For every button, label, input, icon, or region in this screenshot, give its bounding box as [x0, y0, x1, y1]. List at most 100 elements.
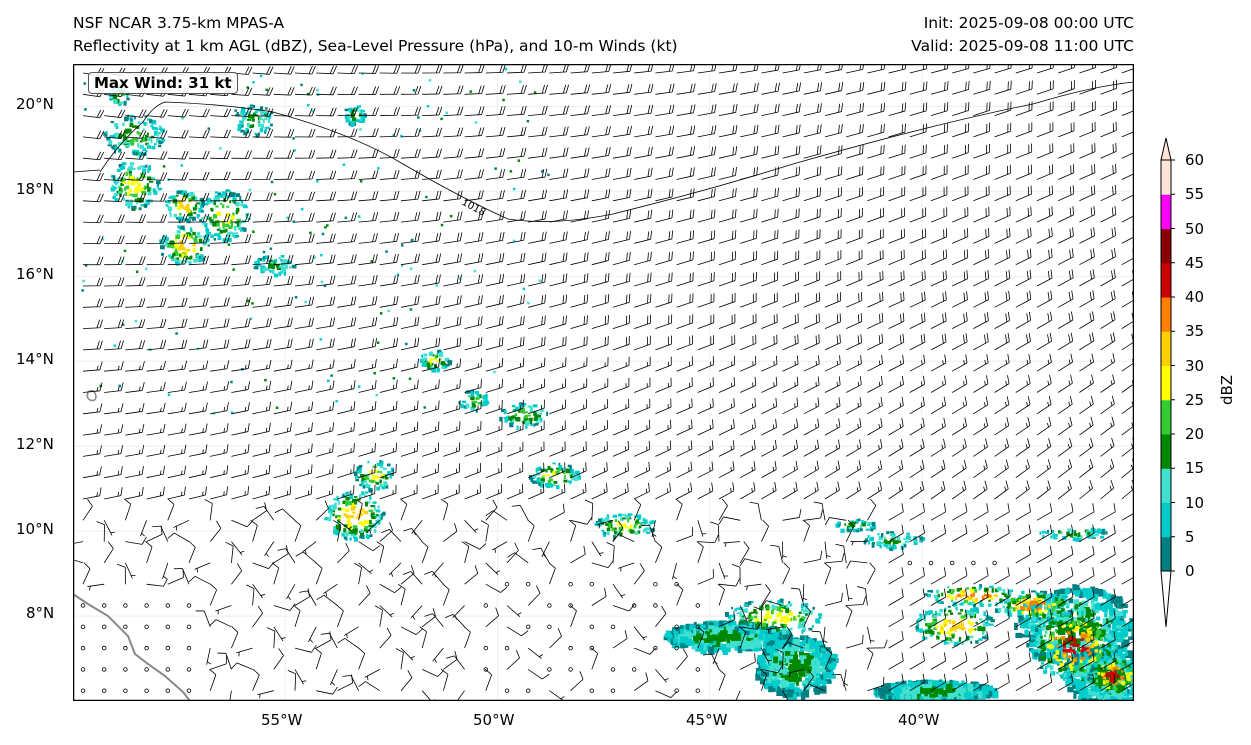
reflectivity-cell [1032, 600, 1037, 605]
wind-barb [549, 126, 569, 138]
reflectivity-cell [331, 510, 336, 513]
wind-barb [930, 102, 949, 116]
reflectivity-cell [638, 516, 641, 521]
reflectivity-cell [1116, 656, 1122, 660]
reflectivity-cell [368, 520, 372, 525]
reflectivity-cell [512, 187, 516, 191]
reflectivity-cell [914, 693, 921, 700]
reflectivity-cell [975, 609, 979, 614]
reflectivity-cell [1049, 665, 1054, 670]
wind-barb [634, 83, 654, 95]
reflectivity-cell [525, 425, 528, 429]
reflectivity-cell [767, 615, 772, 620]
reflectivity-cell [1101, 531, 1106, 535]
reflectivity-cell [700, 643, 704, 649]
reflectivity-cell [924, 593, 928, 596]
reflectivity-cell [1037, 624, 1042, 629]
reflectivity-cell [772, 644, 780, 650]
reflectivity-cell [1004, 608, 1008, 614]
reflectivity-cell [276, 267, 282, 271]
reflectivity-cell [1080, 656, 1086, 660]
reflectivity-cell [768, 665, 775, 672]
reflectivity-cell [377, 475, 380, 479]
reflectivity-cell [1119, 647, 1128, 653]
reflectivity-cell [641, 523, 646, 527]
reflectivity-cell [181, 253, 185, 259]
reflectivity-cell [1071, 645, 1077, 650]
reflectivity-cell [629, 526, 632, 530]
wind-barb [125, 130, 147, 139]
reflectivity-cell [969, 635, 974, 639]
wind-barb [634, 125, 654, 138]
reflectivity-cell [475, 408, 478, 413]
reflectivity-cell [1072, 584, 1077, 590]
reflectivity-cell [533, 417, 538, 421]
reflectivity-cell [804, 603, 809, 608]
reflectivity-cell [252, 105, 256, 108]
wind-barb [82, 172, 104, 182]
wind-barb [1015, 185, 1032, 202]
reflectivity-cell [1103, 692, 1110, 700]
reflectivity-cell [158, 125, 162, 128]
wind-barb [591, 231, 610, 244]
reflectivity-cell [118, 384, 121, 388]
reflectivity-cell [193, 207, 197, 211]
reflectivity-cell [140, 204, 145, 207]
reflectivity-cell [321, 232, 325, 236]
reflectivity-cell [763, 648, 768, 655]
reflectivity-cell [1106, 688, 1109, 692]
wind-barb [930, 228, 948, 244]
wind-barb [740, 82, 759, 95]
reflectivity-cell [269, 247, 273, 251]
wind-barb [697, 188, 716, 202]
reflectivity-cell [221, 193, 224, 198]
reflectivity-cell [125, 171, 128, 177]
wind-barb [676, 104, 696, 116]
reflectivity-cell [969, 628, 975, 632]
reflectivity-cell [186, 248, 191, 252]
reflectivity-cell [369, 534, 373, 538]
reflectivity-cell [1055, 645, 1059, 648]
reflectivity-cell [377, 521, 381, 525]
wind-barb [718, 124, 738, 138]
reflectivity-cell [202, 235, 206, 238]
wind-barb [379, 128, 400, 138]
wind-barb [846, 81, 865, 95]
reflectivity-cell [1054, 637, 1058, 641]
reflectivity-cell [373, 480, 376, 483]
reflectivity-cell [943, 609, 946, 612]
reflectivity-cell [955, 595, 958, 600]
reflectivity-cell [1083, 632, 1088, 636]
reflectivity-cell [1104, 625, 1109, 628]
reflectivity-cell [188, 212, 193, 217]
reflectivity-cell [1109, 612, 1113, 620]
reflectivity-cell [1021, 595, 1026, 600]
wind-barb [316, 128, 337, 138]
wind-barb [846, 102, 865, 116]
reflectivity-cell [1040, 639, 1045, 644]
reflectivity-cell [373, 475, 378, 479]
wind-barb [294, 107, 316, 117]
wind-barb [273, 212, 294, 223]
reflectivity-cell [1060, 663, 1064, 667]
reflectivity-cell [1122, 609, 1128, 614]
wind-barb [337, 107, 358, 117]
reflectivity-cell [760, 671, 769, 677]
reflectivity-cell [229, 192, 234, 198]
reflectivity-cell [1057, 645, 1064, 652]
reflectivity-cell [1097, 675, 1102, 678]
reflectivity-cell [950, 639, 953, 643]
wind-barb [909, 144, 927, 159]
reflectivity-cell [355, 470, 358, 473]
reflectivity-cell [196, 202, 200, 205]
reflectivity-cell [1058, 602, 1064, 607]
reflectivity-cell [243, 131, 247, 136]
reflectivity-cell [760, 664, 768, 671]
reflectivity-cell [371, 474, 375, 477]
wind-barb [846, 186, 864, 202]
reflectivity-cell [169, 211, 172, 214]
wind-barb [231, 192, 252, 202]
reflectivity-cell [144, 115, 148, 118]
wind-barb [782, 208, 800, 223]
reflectivity-cell [1075, 625, 1079, 629]
